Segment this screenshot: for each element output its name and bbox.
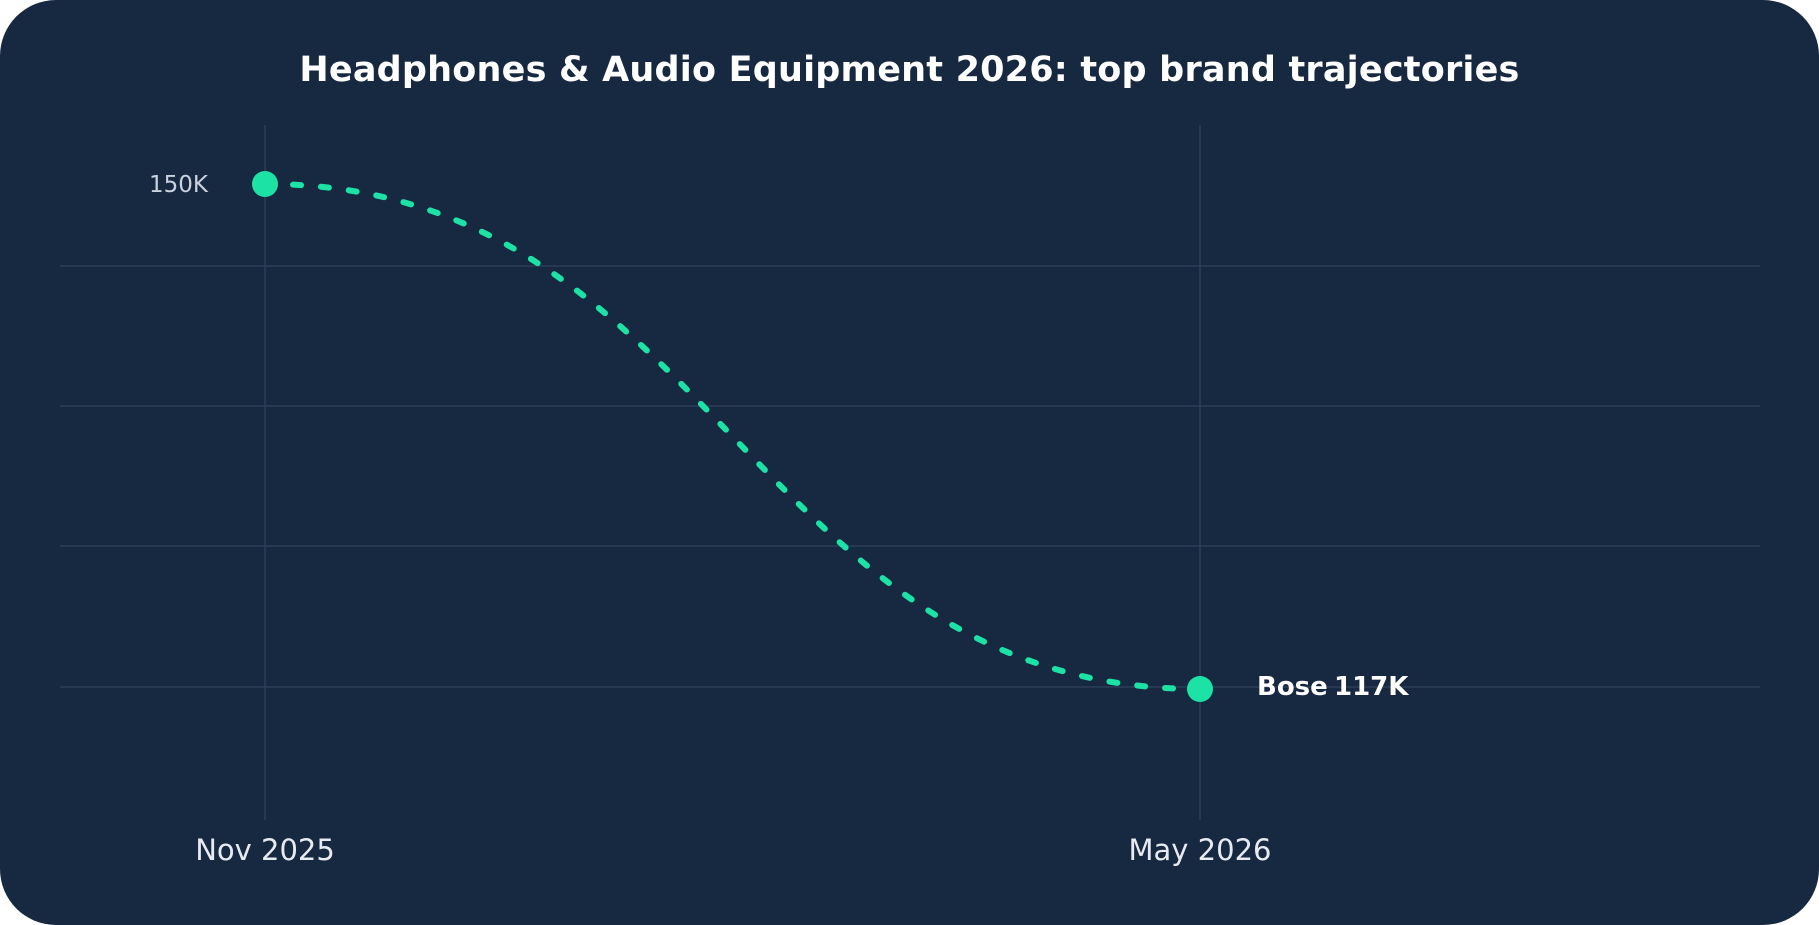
gridlines [60, 125, 1760, 820]
series-line-bose [262, 181, 1203, 692]
label-layer: Nov 2025 May 2026 150K Bose 117K [149, 172, 1409, 867]
series-name-label: Bose [1257, 672, 1328, 702]
series-layer [252, 171, 1213, 702]
end-value-label: 117K [1334, 672, 1409, 702]
point-start-bose [252, 171, 278, 197]
point-end-bose [1187, 676, 1213, 702]
x-tick-label-0: Nov 2025 [195, 833, 335, 867]
start-value-label: 150K [149, 172, 209, 198]
x-tick-label-1: May 2026 [1129, 833, 1272, 867]
chart-title: Headphones & Audio Equipment 2026: top b… [299, 50, 1520, 90]
